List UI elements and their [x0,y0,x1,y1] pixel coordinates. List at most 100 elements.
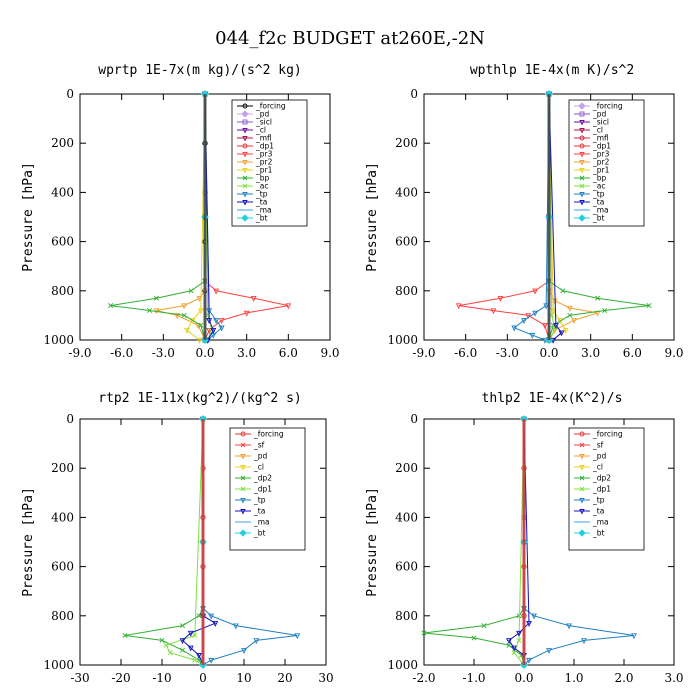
legend-entry: _sf [235,441,265,450]
data-point [108,303,114,309]
x-tick-label: 3.0 [664,671,683,685]
legend-entry: _tp [235,496,266,505]
legend-label: _pd [253,452,268,461]
legend-label: _cl [255,126,266,135]
legend-label: _dp2 [253,474,272,483]
legend-entry: _cl [574,126,603,135]
series-line [513,418,525,666]
y-tick-label: 200 [51,136,74,150]
panel-title: wprtp 1E-7x(m kg)/(s^2 kg) [98,63,302,78]
legend-label: _tp [255,190,268,199]
legend: _forcing_pd_sicl_cl_mfl_dp1_pr3_pr2_pr1_… [568,99,645,227]
data-point [532,288,539,295]
data-point [506,642,512,648]
legend-marker [579,498,585,504]
legend-label: _cl [592,463,603,472]
x-tick-label: 0.0 [539,346,558,360]
data-point [294,633,301,640]
series-line [204,93,214,341]
data-point [159,637,165,643]
panel-3: rtp2 1E-11x(kg^2)/(kg^2 s) -30 -20 -10 0 10 20… [21,391,334,685]
data-point [581,638,587,645]
legend-label: _bt [592,214,605,223]
y-axis-label: Pressure [hPa] [21,487,36,597]
panel-2: wpthlp 1E-4x(m K)/s^2 -9.0 -6.0 -3.0 0.0 3.0 6… [365,63,684,360]
series-line [110,94,206,341]
legend-marker [240,454,246,460]
legend-entry: _pr3 [237,150,273,159]
legend-entry: _forcing [237,102,286,111]
panels: wprtp 1E-7x(m kg)/(s^2 kg) -9.0 -6.0 -3.0 0.… [21,63,684,685]
data-point [566,623,572,630]
legend-label: _ma [253,518,270,527]
legend-label: _forcing [255,102,286,111]
legend-marker [578,529,586,537]
y-tick-label: 400 [51,510,74,524]
data-point [253,638,260,645]
data-point [506,638,512,645]
data-point [181,312,187,318]
data-point [243,310,250,317]
legend-label: _pr2 [592,158,610,167]
legend-entry: _pr2 [237,158,273,167]
series-dp2 [122,416,206,668]
data-point [213,288,220,295]
legend-marker [579,160,585,166]
y-tick-label: 0 [66,412,74,426]
legend-label: _ma [592,206,609,215]
data-point [421,630,427,636]
y-axis-label: Pressure [hPa] [21,162,36,272]
legend-label: _pr3 [592,150,610,159]
legend-entry: _dp2 [235,474,272,483]
x-tick-label: 10 [236,671,251,685]
legend-marker [579,200,585,206]
legend-marker [242,152,248,158]
data-point [471,635,477,641]
legend-marker [579,175,585,181]
series-bp [108,91,208,343]
legend-marker [579,465,585,471]
legend-entry: _forcing [574,102,623,111]
legend-entry: _pr2 [574,158,610,167]
legend-label: _ma [255,206,272,215]
legend-marker [242,200,248,206]
data-point [558,330,565,337]
legend-label: _tp [592,190,605,199]
legend-marker [579,135,585,141]
data-point [122,632,128,638]
y-axis-label: Pressure [hPa] [365,487,380,597]
legend-marker [579,183,585,189]
legend-label: _sicl [255,118,272,127]
data-point [197,308,204,315]
legend-entry: _pr3 [574,150,610,159]
legend-entry: _pd [235,452,268,461]
legend-marker [242,136,248,142]
legend-entry: _ma [574,206,609,215]
legend-entry: _bt [574,529,605,538]
data-point [218,318,225,325]
legend-marker [242,128,248,134]
y-tick-label: 0 [410,87,418,101]
legend-marker [242,168,248,174]
data-point [232,623,239,630]
data-point [167,650,173,656]
legend-entry: _dp1 [237,142,274,151]
legend-entry: _forcing [235,430,284,439]
panel-1: wprtp 1E-7x(m kg)/(s^2 kg) -9.0 -6.0 -3.0 0.… [21,63,340,360]
legend-marker [240,465,246,471]
data-point [212,621,219,627]
data-point [516,637,522,643]
x-tick-label: -6.0 [454,346,477,360]
legend-entry: _tp [574,190,605,199]
x-tick-label: -10 [152,671,171,685]
data-point [602,307,608,313]
data-point [532,310,539,317]
series-pr2 [153,91,208,344]
legend-marker [242,119,248,125]
legend-entry: _tp [574,496,605,505]
legend-label: _bt [253,529,266,538]
panel-title: wpthlp 1E-4x(m K)/s^2 [470,63,634,78]
series-line [548,93,567,341]
data-point [208,657,215,664]
